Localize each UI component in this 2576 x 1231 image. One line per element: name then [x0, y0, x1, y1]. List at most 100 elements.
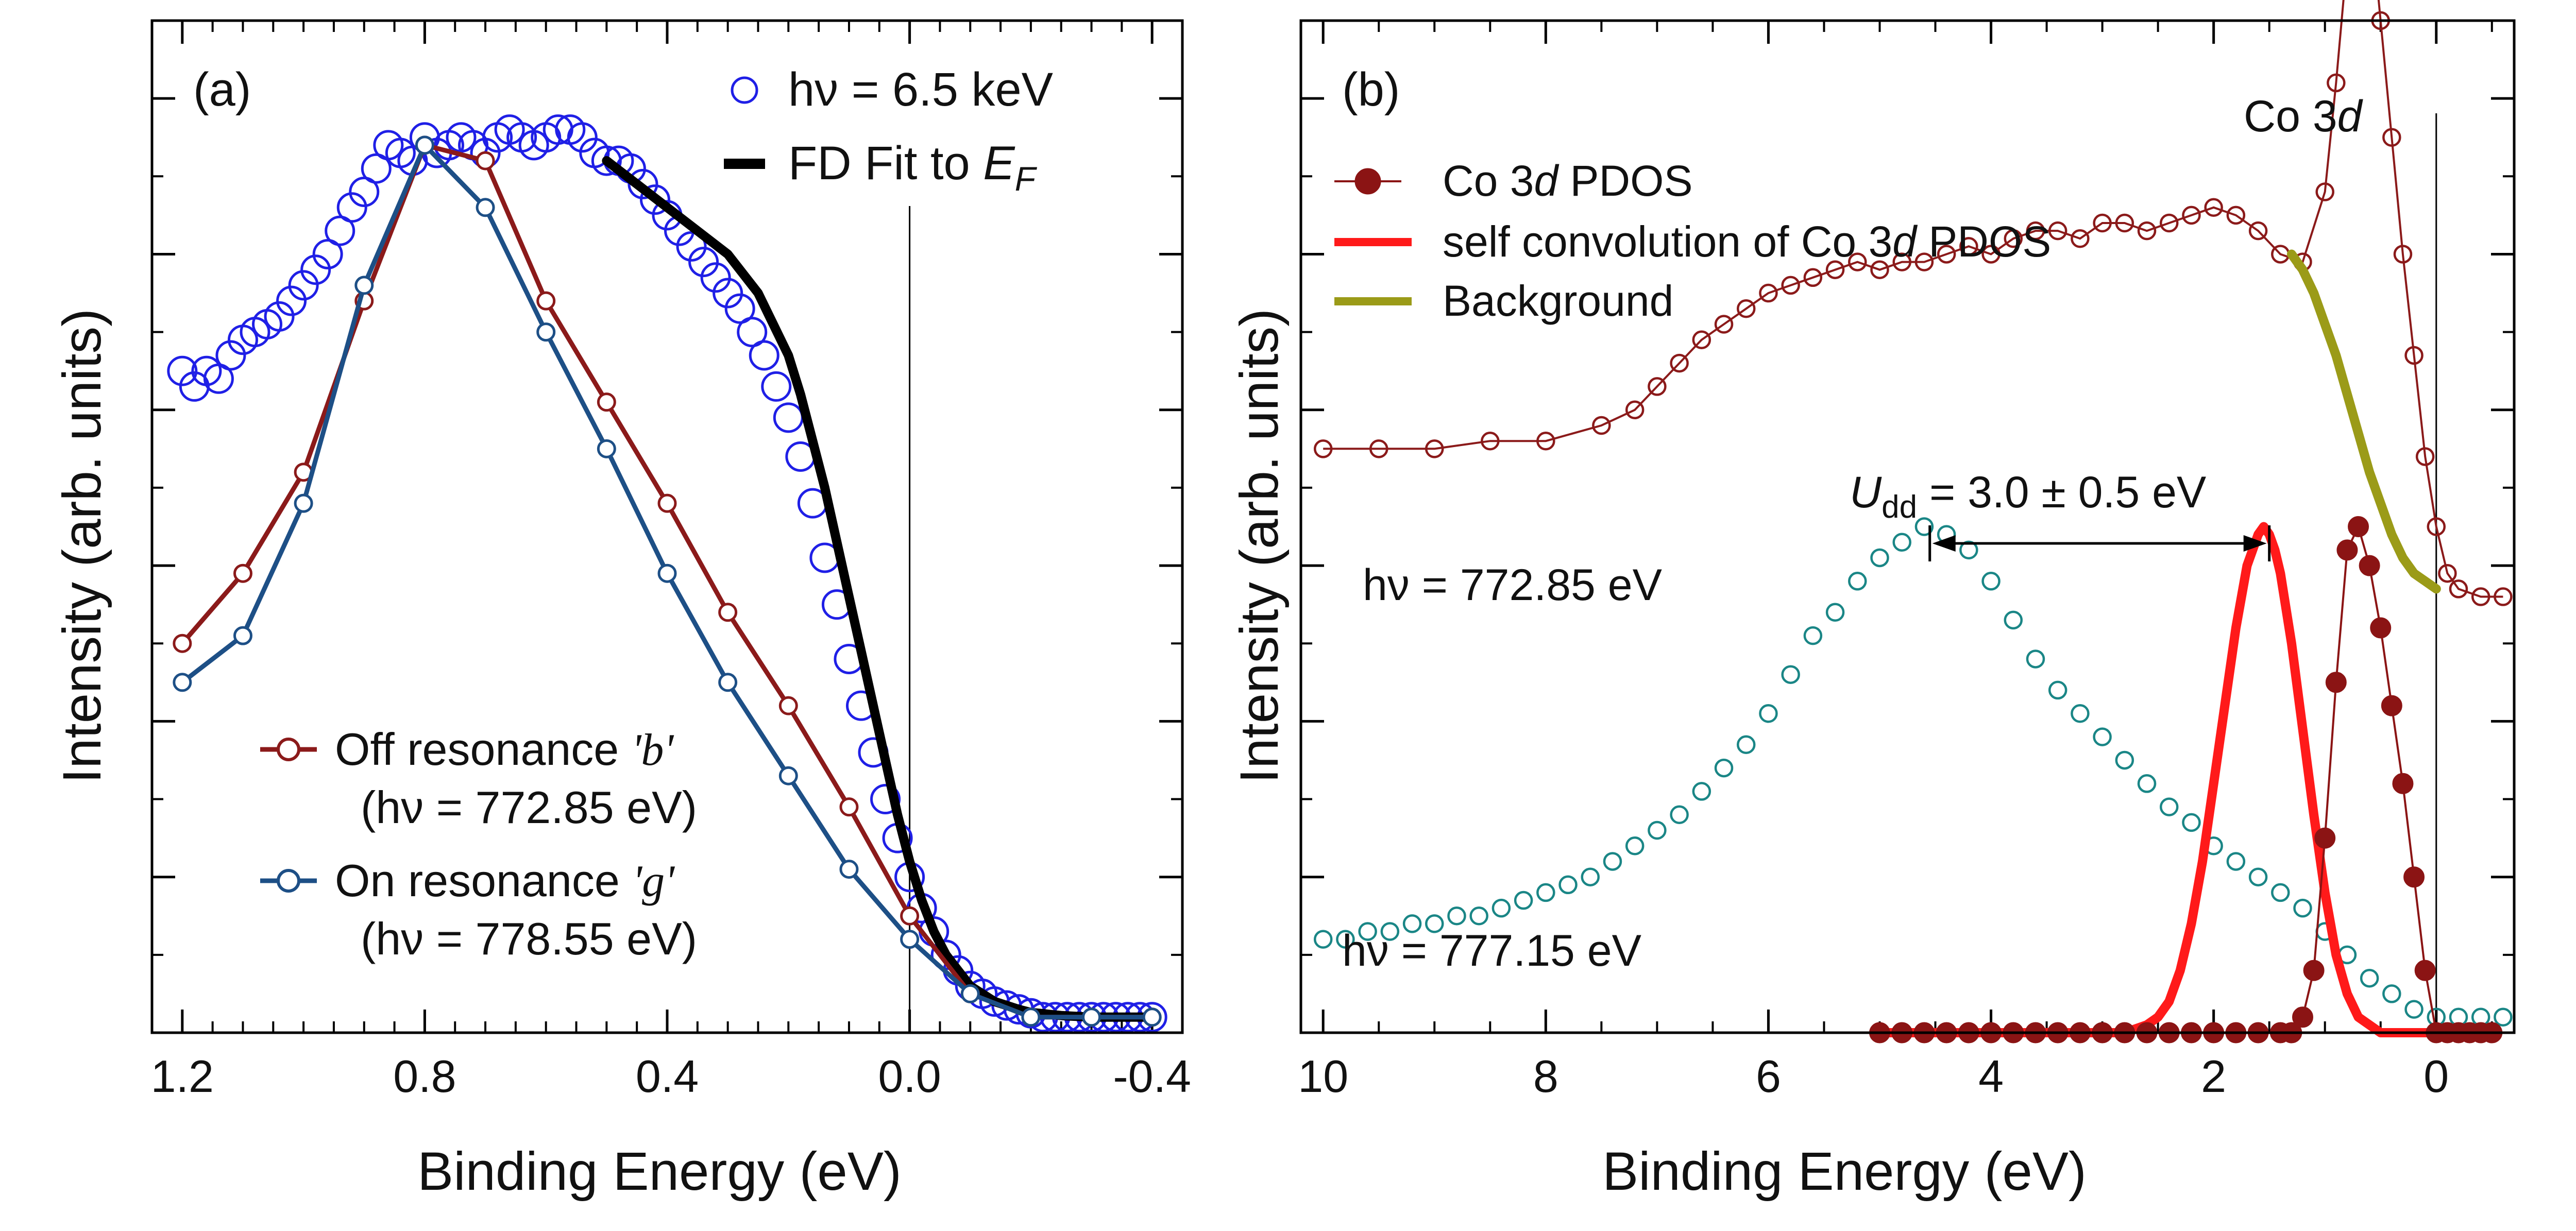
data-point: [2325, 672, 2347, 693]
data-point: [1536, 883, 1555, 902]
label-lower-spectrum: hν = 777.15 eV: [1342, 926, 1641, 976]
series-selfconv: [1875, 522, 2497, 1037]
data-point: [700, 262, 731, 293]
data-point: [1425, 914, 1444, 933]
data-point: [597, 439, 616, 458]
data-point: [1914, 252, 1934, 271]
x-tick-label: 6: [1756, 1051, 1781, 1102]
data-point: [2026, 221, 2045, 241]
panel-a-frame: [150, 19, 1184, 1034]
panel-b-tick-labels: 10 8 6 4 2 0: [1298, 1051, 2449, 1102]
data-point: [1714, 758, 1734, 778]
data-point: [2360, 968, 2379, 988]
data-point: [2248, 221, 2268, 241]
panel-a-legend-resonance: Off resonance 'b' (hν = 772.85 eV) On re…: [260, 724, 697, 964]
data-point: [2382, 128, 2401, 147]
series-bg: [2286, 249, 2441, 594]
data-point: [2248, 867, 2268, 886]
data-point: [1825, 603, 1845, 622]
x-tick-label: 0.0: [878, 1051, 941, 1102]
data-point: [288, 270, 319, 301]
series-fdfit: [602, 156, 1157, 1022]
data-point: [1937, 245, 1956, 264]
data-point: [2226, 852, 2246, 871]
data-point: [1082, 1007, 1101, 1027]
data-point: [2004, 610, 2023, 630]
data-point: [1759, 283, 1778, 303]
legend-label-on-energy: (hν = 778.55 eV): [361, 913, 697, 964]
legend-marker-off: [277, 738, 300, 761]
data-point: [215, 340, 246, 371]
data-point: [2115, 213, 2134, 233]
udd-annotation: Udd = 3.0 ± 0.5 eV: [1850, 468, 2271, 561]
data-point: [173, 634, 192, 653]
data-point: [839, 860, 859, 879]
data-point: [1336, 930, 1355, 949]
data-point: [839, 797, 859, 817]
data-point: [1425, 439, 1444, 458]
data-point: [325, 215, 355, 246]
data-point: [1670, 353, 1689, 373]
data-point: [2048, 680, 2067, 700]
data-point: [688, 247, 719, 278]
panel-a-label: (a): [193, 63, 251, 116]
x-tick-label: -0.4: [1113, 1051, 1191, 1102]
data-point: [2359, 555, 2380, 576]
data-point: [336, 192, 367, 223]
data-point: [2449, 579, 2468, 599]
data-point: [1514, 891, 1533, 910]
data-point: [2182, 813, 2201, 832]
data-point: [1981, 245, 2001, 264]
x-tick-label: 0.4: [636, 1051, 699, 1102]
data-point: [1358, 922, 1377, 941]
data-point: [1981, 572, 2001, 591]
data-point: [2392, 773, 2414, 794]
data-point: [1558, 875, 1578, 895]
series-line-bg: [2286, 249, 2441, 594]
data-point: [1447, 907, 1466, 926]
data-point: [312, 238, 343, 269]
data-point: [2303, 960, 2325, 981]
data-point: [1892, 252, 1911, 271]
data-point: [536, 322, 556, 342]
data-point: [1959, 540, 1978, 560]
panel-b-legend: Co 3d PDOS self convolution of Co 3d PDO…: [1334, 157, 2051, 325]
data-point: [203, 363, 234, 394]
data-point: [2159, 797, 2179, 816]
panel-b-label: (b): [1342, 63, 1400, 116]
data-point: [173, 673, 192, 692]
data-point: [2370, 617, 2392, 639]
series-lower: [1313, 517, 2513, 1027]
data-point: [1536, 431, 1555, 451]
data-point: [1825, 260, 1845, 279]
data-point: [597, 392, 616, 412]
x-tick-label: 0.8: [393, 1051, 456, 1102]
series-line-fdfit: [602, 156, 1157, 1022]
data-point: [657, 493, 677, 513]
x-tick-label: 4: [1978, 1051, 2004, 1102]
data-point: [1692, 330, 1711, 349]
legend-label-hv65: hν = 6.5 keV: [788, 63, 1053, 116]
panel-a-legend: hν = 6.5 keV FD Fit to EF: [724, 63, 1053, 198]
data-point: [900, 906, 920, 926]
data-point: [1021, 1007, 1041, 1027]
data-point: [476, 151, 495, 170]
data-point: [1803, 626, 1823, 645]
data-point: [2226, 206, 2246, 225]
data-point: [476, 198, 495, 217]
data-point: [1870, 260, 1889, 279]
x-tick-label: 1.2: [151, 1051, 214, 1102]
data-point: [2315, 182, 2334, 201]
data-point: [264, 301, 295, 332]
data-point: [354, 276, 374, 295]
data-point: [718, 603, 738, 622]
data-point: [1914, 517, 1934, 536]
data-point: [1625, 400, 1645, 420]
data-point: [2137, 221, 2157, 241]
series-upper: [1313, 0, 2513, 606]
data-point: [1648, 377, 1667, 396]
data-point: [2427, 517, 2446, 536]
panel-a-y-axis-title: Intensity (arb. units): [52, 309, 112, 783]
data-point: [1380, 922, 1400, 941]
